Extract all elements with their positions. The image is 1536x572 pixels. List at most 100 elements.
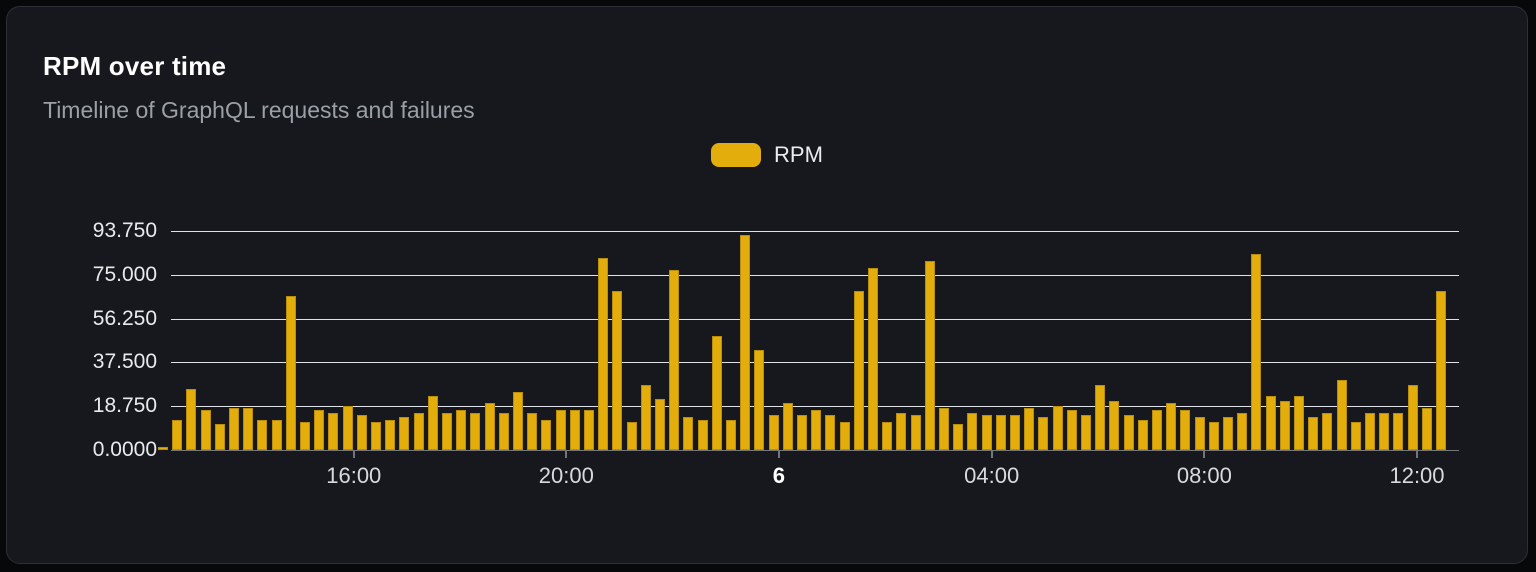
rpm-bar[interactable] bbox=[1052, 405, 1063, 450]
rpm-bar[interactable] bbox=[910, 415, 921, 450]
rpm-bar[interactable] bbox=[314, 410, 325, 450]
rpm-bar[interactable] bbox=[1350, 422, 1361, 450]
rpm-bar[interactable] bbox=[157, 446, 168, 450]
rpm-bar[interactable] bbox=[1009, 415, 1020, 450]
rpm-bar[interactable] bbox=[953, 424, 964, 450]
rpm-bar[interactable] bbox=[399, 417, 410, 450]
rpm-bar[interactable] bbox=[612, 291, 623, 450]
rpm-bar[interactable] bbox=[669, 270, 680, 450]
rpm-bar[interactable] bbox=[697, 419, 708, 450]
rpm-bar[interactable] bbox=[654, 398, 665, 450]
x-tick-label: 12:00 bbox=[1389, 463, 1445, 488]
rpm-bar[interactable] bbox=[1123, 415, 1134, 450]
rpm-bar[interactable] bbox=[1095, 384, 1106, 450]
rpm-bar[interactable] bbox=[1222, 417, 1233, 450]
rpm-bar[interactable] bbox=[1166, 403, 1177, 450]
rpm-bar[interactable] bbox=[1180, 410, 1191, 450]
rpm-bar[interactable] bbox=[867, 267, 878, 450]
rpm-bar[interactable] bbox=[1251, 253, 1262, 450]
rpm-bar[interactable] bbox=[385, 419, 396, 450]
rpm-bar[interactable] bbox=[370, 422, 381, 450]
rpm-bar[interactable] bbox=[825, 415, 836, 450]
rpm-bar[interactable] bbox=[768, 415, 779, 450]
rpm-bar[interactable] bbox=[896, 412, 907, 450]
rpm-bar[interactable] bbox=[228, 408, 239, 450]
rpm-bar[interactable] bbox=[839, 422, 850, 450]
rpm-bar[interactable] bbox=[328, 412, 339, 450]
rpm-bar[interactable] bbox=[882, 422, 893, 450]
gridline bbox=[171, 362, 1459, 364]
rpm-bar[interactable] bbox=[1322, 412, 1333, 450]
rpm-bar[interactable] bbox=[243, 408, 254, 450]
rpm-bar[interactable] bbox=[938, 408, 949, 450]
legend-swatch-icon bbox=[711, 143, 762, 167]
rpm-bar[interactable] bbox=[1194, 417, 1205, 450]
rpm-bar[interactable] bbox=[725, 419, 736, 450]
rpm-bar[interactable] bbox=[1024, 408, 1035, 450]
rpm-bar[interactable] bbox=[711, 335, 722, 450]
rpm-bar[interactable] bbox=[1038, 417, 1049, 450]
rpm-bar[interactable] bbox=[1137, 419, 1148, 450]
rpm-bar[interactable] bbox=[569, 410, 580, 450]
rpm-bar[interactable] bbox=[186, 389, 197, 450]
rpm-bar[interactable] bbox=[1279, 400, 1290, 450]
rpm-bar[interactable] bbox=[441, 412, 452, 450]
rpm-bar[interactable] bbox=[1421, 408, 1432, 450]
rpm-bar[interactable] bbox=[683, 417, 694, 450]
rpm-bar[interactable] bbox=[1265, 396, 1276, 450]
rpm-bar[interactable] bbox=[214, 424, 225, 450]
rpm-bar[interactable] bbox=[782, 403, 793, 450]
rpm-bar[interactable] bbox=[299, 422, 310, 450]
rpm-bar[interactable] bbox=[981, 415, 992, 450]
x-tick-mark bbox=[990, 451, 993, 458]
rpm-bar[interactable] bbox=[1435, 291, 1446, 450]
rpm-bar[interactable] bbox=[1208, 422, 1219, 450]
legend-item-rpm[interactable]: RPM bbox=[711, 142, 823, 168]
rpm-bar[interactable] bbox=[512, 391, 523, 450]
rpm-bar[interactable] bbox=[356, 415, 367, 450]
rpm-bar[interactable] bbox=[754, 349, 765, 450]
rpm-bar[interactable] bbox=[1336, 379, 1347, 450]
rpm-bar[interactable] bbox=[583, 410, 594, 450]
rpm-bar[interactable] bbox=[640, 384, 651, 450]
rpm-bar[interactable] bbox=[853, 291, 864, 450]
rpm-bar[interactable] bbox=[200, 410, 211, 450]
y-tick-label: 93.750 bbox=[92, 219, 157, 242]
rpm-bar[interactable] bbox=[541, 419, 552, 450]
rpm-bar[interactable] bbox=[271, 419, 282, 450]
rpm-bar[interactable] bbox=[1080, 415, 1091, 450]
rpm-bar[interactable] bbox=[285, 295, 296, 450]
rpm-bar[interactable] bbox=[1308, 417, 1319, 450]
rpm-bar[interactable] bbox=[1151, 410, 1162, 450]
rpm-bar[interactable] bbox=[555, 410, 566, 450]
rpm-bar[interactable] bbox=[172, 419, 183, 450]
rpm-bar[interactable] bbox=[740, 235, 751, 450]
x-tick-mark bbox=[352, 451, 355, 458]
rpm-bar[interactable] bbox=[1237, 412, 1248, 450]
rpm-bar[interactable] bbox=[484, 403, 495, 450]
rpm-bar[interactable] bbox=[456, 410, 467, 450]
rpm-bar[interactable] bbox=[1379, 412, 1390, 450]
rpm-bar[interactable] bbox=[995, 415, 1006, 450]
rpm-bar[interactable] bbox=[1066, 410, 1077, 450]
rpm-bar[interactable] bbox=[1407, 384, 1418, 450]
rpm-bar[interactable] bbox=[413, 412, 424, 450]
rpm-bar[interactable] bbox=[527, 412, 538, 450]
rpm-bar[interactable] bbox=[598, 258, 609, 450]
rpm-bar[interactable] bbox=[1364, 412, 1375, 450]
rpm-bar[interactable] bbox=[470, 412, 481, 450]
rpm-bar[interactable] bbox=[1393, 412, 1404, 450]
rpm-bar[interactable] bbox=[427, 396, 438, 450]
rpm-bar[interactable] bbox=[257, 419, 268, 450]
rpm-bar[interactable] bbox=[626, 422, 637, 450]
x-tick-mark bbox=[777, 451, 780, 458]
x-tick-label: 04:00 bbox=[964, 463, 1020, 488]
rpm-bar[interactable] bbox=[498, 412, 509, 450]
rpm-bar[interactable] bbox=[1293, 396, 1304, 450]
rpm-bar[interactable] bbox=[796, 415, 807, 450]
rpm-bar[interactable] bbox=[1109, 400, 1120, 450]
rpm-bar[interactable] bbox=[924, 260, 935, 450]
rpm-bar[interactable] bbox=[811, 410, 822, 450]
rpm-bar[interactable] bbox=[967, 412, 978, 450]
rpm-bar[interactable] bbox=[342, 405, 353, 450]
